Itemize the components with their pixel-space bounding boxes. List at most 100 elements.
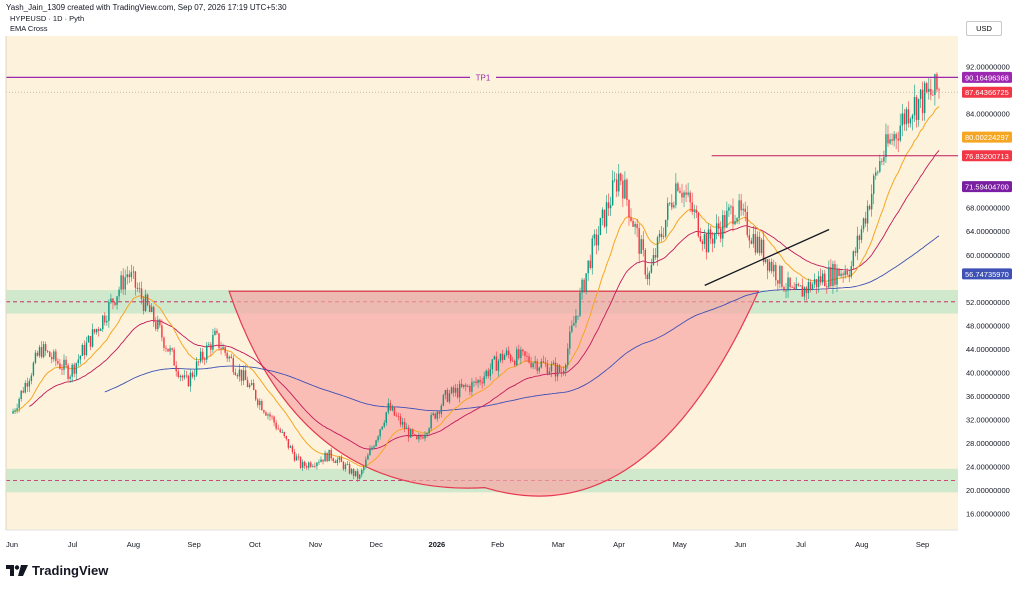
- price-axis[interactable]: 92.0000000084.0000000072.0000000068.0000…: [966, 63, 1010, 519]
- candle-426: [881, 158, 883, 166]
- candle-204: [428, 426, 430, 436]
- candle-21: [55, 348, 57, 367]
- candle-360: [746, 205, 748, 238]
- candle-body: [934, 74, 936, 95]
- candle-158: [334, 459, 336, 464]
- candle-body: [811, 284, 814, 290]
- candle-27: [67, 363, 69, 381]
- candle-428: [885, 123, 887, 163]
- candle-body: [261, 400, 263, 411]
- candle-body: [246, 380, 249, 388]
- candle-150: [318, 459, 320, 466]
- candle-body: [699, 236, 702, 242]
- candle-233: [487, 367, 489, 379]
- candle-229: [479, 375, 481, 386]
- candle-body: [463, 384, 465, 387]
- candle-327: [679, 187, 681, 194]
- candle-11: [34, 349, 37, 365]
- x-tick-label-11: May: [673, 540, 687, 549]
- candle-body: [157, 319, 159, 330]
- candle-115: [246, 376, 249, 388]
- candle-body: [136, 287, 139, 289]
- candle-body: [102, 315, 104, 330]
- candle-342: [709, 226, 712, 244]
- candle-body: [695, 210, 697, 213]
- candle-107: [230, 353, 232, 359]
- candle-239: [499, 353, 502, 363]
- candle-257: [536, 358, 538, 375]
- time-axis[interactable]: Jun Jul Aug Sep Oct Nov Dec 2026 Feb Mar Apr May Jun…: [6, 529, 958, 549]
- candle-304: [632, 218, 634, 227]
- candle-161: [340, 454, 343, 463]
- candle-352: [730, 204, 732, 215]
- candle-body: [848, 274, 850, 277]
- candle-body: [142, 298, 145, 311]
- candle-145: [308, 461, 310, 470]
- candle-body: [197, 361, 200, 363]
- candle-body: [528, 356, 530, 363]
- currency-button[interactable]: USD: [966, 21, 1002, 36]
- candle-273: [569, 325, 571, 355]
- candle-body: [642, 239, 644, 250]
- candle-281: [585, 273, 587, 295]
- y-tick-label-4: 64.00000000: [966, 227, 1010, 236]
- candle-body: [932, 94, 934, 96]
- candle-135: [287, 439, 290, 450]
- candle-30: [73, 362, 75, 378]
- candle-275: [573, 316, 575, 326]
- candle-171: [361, 468, 363, 478]
- candle-121: [259, 398, 261, 410]
- x-tick-label-9: Mar: [552, 540, 565, 549]
- candle-body: [536, 361, 538, 371]
- candle-358: [742, 203, 744, 216]
- candle-394: [815, 279, 818, 294]
- candle-361: [748, 228, 751, 249]
- candle-body: [22, 390, 24, 393]
- candle-body: [838, 268, 840, 276]
- candle-55: [124, 269, 126, 296]
- price-badge-2: 80.00224297: [962, 131, 1012, 143]
- candle-body: [314, 466, 316, 467]
- candle-63: [140, 281, 143, 305]
- candle-body: [89, 335, 92, 347]
- candle-body: [55, 351, 57, 362]
- indicator-legend[interactable]: EMA Cross: [10, 24, 48, 33]
- candle-310: [644, 247, 646, 279]
- candle-body: [38, 347, 41, 356]
- candle-body: [201, 351, 204, 360]
- candle-122: [261, 399, 263, 411]
- candle-body: [842, 273, 844, 276]
- candle-body: [279, 429, 281, 433]
- candle-137: [291, 444, 294, 455]
- candle-297: [618, 163, 620, 197]
- candle-body: [542, 361, 545, 363]
- candle-237: [495, 351, 498, 371]
- candle-body: [909, 118, 912, 124]
- candle-body: [114, 302, 116, 305]
- candle-228: [477, 378, 479, 388]
- candle-439: [907, 101, 910, 128]
- candle-286: [595, 228, 598, 255]
- candle-body: [522, 349, 524, 352]
- candle-body: [873, 175, 875, 194]
- symbol-legend[interactable]: HYPEUSD · 1D · Pyth: [10, 14, 85, 23]
- candle-body: [348, 464, 351, 474]
- candle-292: [607, 193, 610, 216]
- candle-305: [634, 221, 636, 235]
- candle-19: [51, 352, 53, 364]
- candle-436: [901, 103, 903, 137]
- candle-251: [524, 350, 526, 362]
- price-badge-label: 56.74735970: [965, 270, 1009, 279]
- candle-body: [306, 465, 308, 468]
- candle-34: [81, 343, 84, 357]
- candle-134: [285, 435, 288, 441]
- candle-261: [544, 357, 547, 368]
- candle-215: [450, 386, 453, 395]
- candle-body: [346, 464, 349, 465]
- candle-319: [662, 227, 665, 240]
- candle-body: [585, 273, 587, 292]
- candle-body: [224, 347, 226, 353]
- candle-body: [497, 360, 500, 371]
- brand-logo[interactable]: TradingView: [6, 563, 108, 578]
